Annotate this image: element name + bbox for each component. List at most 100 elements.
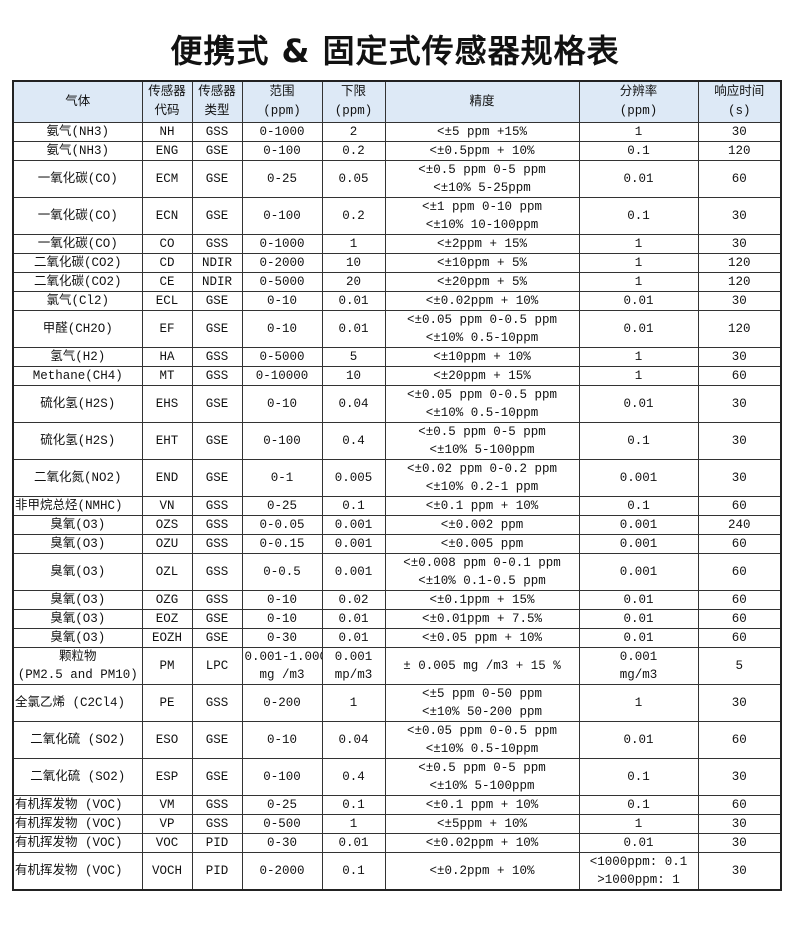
cell-gas: 硫化氢(H2S)	[12, 385, 143, 423]
cell-range: 0-5000	[241, 347, 323, 367]
cell-response-time: 60	[697, 628, 782, 648]
cell-text: 0.01	[338, 294, 369, 308]
cell-resolution: 1	[578, 366, 699, 386]
cell-lower-limit: 0.01	[321, 609, 386, 629]
cell-lower-limit: 10	[321, 253, 386, 273]
cell-text: OZS	[155, 518, 179, 532]
cell-text: PM	[159, 659, 175, 673]
column-header-range: 范围 (ppm)	[241, 80, 323, 123]
cell-text: GSE	[205, 631, 229, 645]
cell-text: GSS	[205, 369, 229, 383]
cell-text: 0.4	[342, 434, 365, 448]
cell-response-time: 60	[697, 795, 782, 815]
cell-response-time: 120	[697, 272, 782, 292]
cell-text: 0-100	[263, 144, 301, 158]
cell-text: 60	[731, 537, 747, 551]
column-header-sensor-type: 传感器 类型	[191, 80, 243, 123]
cell-text: <±0.02ppm + 10%	[425, 294, 539, 308]
cell-gas: 二氧化硫 (SO2)	[12, 758, 143, 796]
cell-text: 30	[731, 836, 747, 850]
cell-sensor-code: ESP	[141, 758, 193, 796]
cell-accuracy: <±10ppm + 10%	[384, 347, 580, 367]
cell-resolution: 1	[578, 253, 699, 273]
cell-text: 0.001	[334, 537, 373, 551]
cell-text: 0.1	[627, 499, 650, 513]
cell-resolution: 0.01	[578, 590, 699, 610]
cell-gas: 臭氧(O3)	[12, 609, 143, 629]
cell-text: 0.1	[627, 434, 650, 448]
table-row: 非甲烷总烃(NMHC) VN GSS 0-25 0.1 <±0.1 ppm + 10% 0.…	[12, 496, 782, 516]
cell-sensor-code: EHS	[141, 385, 193, 423]
cell-sensor-type: PID	[191, 852, 243, 891]
cell-text: mg/m3	[619, 668, 658, 682]
cell-resolution: 1	[578, 234, 699, 254]
cell-text: 5	[349, 350, 358, 364]
cell-text: 0-100	[263, 434, 301, 448]
cell-range: 0-25	[241, 496, 323, 516]
cell-sensor-code: CO	[141, 234, 193, 254]
cell-accuracy: <±0.002 ppm	[384, 515, 580, 535]
cell-text: 0-25	[266, 172, 297, 186]
cell-sensor-type: GSE	[191, 459, 243, 497]
cell-text: GSS	[205, 537, 229, 551]
cell-lower-limit: 0.1	[321, 496, 386, 516]
cell-text: PID	[205, 836, 229, 850]
cell-accuracy: <±10ppm + 5%	[384, 253, 580, 273]
cell-sensor-code: ECL	[141, 291, 193, 311]
cell-text: 0.001-1.000	[244, 650, 322, 664]
cell-text: <±0.005 ppm	[440, 537, 524, 551]
cell-lower-limit: 1	[321, 814, 386, 834]
cell-text: <±0.002 ppm	[440, 518, 524, 532]
cell-text: 二氧化碳(CO2)	[33, 275, 122, 289]
cell-text: 有机挥发物 (VOC)	[15, 798, 123, 812]
cell-text: 0-5000	[259, 275, 305, 289]
cell-sensor-code: VOC	[141, 833, 193, 853]
cell-text: 120	[727, 322, 751, 336]
cell-resolution: 0.01	[578, 833, 699, 853]
table-row: 一氧化碳(CO) CO GSS 0-1000 1 <±2ppm + 15% 1 30	[12, 234, 782, 254]
cell-resolution: 1	[578, 684, 699, 722]
cell-range: 0-30	[241, 628, 323, 648]
cell-text: <±10% 5-25ppm	[433, 181, 531, 195]
cell-gas: 有机挥发物 (VOC)	[12, 852, 143, 891]
cell-text: 60	[731, 369, 747, 383]
cell-text: 氯气(Cl2)	[46, 294, 109, 308]
cell-text: <±10% 0.2-1 ppm	[425, 480, 539, 494]
cell-accuracy: <±1 ppm 0-10 ppm <±10% 10-100ppm	[384, 197, 580, 235]
cell-gas: 全氯乙烯 (C2Cl4)	[12, 684, 143, 722]
cell-sensor-type: GSE	[191, 721, 243, 759]
cell-sensor-type: GSE	[191, 291, 243, 311]
cell-text: (ppm)	[263, 104, 301, 118]
cell-text: mp/m3	[334, 668, 373, 682]
cell-text: 0.01	[623, 836, 654, 850]
cell-text: GSS	[205, 350, 229, 364]
cell-text: 30	[731, 294, 747, 308]
cell-accuracy: <±0.008 ppm 0-0.1 ppm <±10% 0.1-0.5 ppm	[384, 553, 580, 591]
cell-sensor-code: EOZH	[141, 628, 193, 648]
cell-range: 0-100	[241, 197, 323, 235]
cell-sensor-type: GSE	[191, 141, 243, 161]
cell-gas: 氨气(NH3)	[12, 122, 143, 142]
cell-response-time: 60	[697, 534, 782, 554]
cell-accuracy: <±0.02ppm + 10%	[384, 291, 580, 311]
cell-text: <±0.2ppm + 10%	[429, 864, 535, 878]
cell-text: 0.1	[627, 798, 650, 812]
cell-sensor-type: GSS	[191, 366, 243, 386]
cell-text: 0-30	[266, 631, 297, 645]
cell-text: OZU	[155, 537, 179, 551]
cell-text: <±0.05 ppm + 10%	[421, 631, 543, 645]
cell-text: 0.04	[338, 733, 369, 747]
cell-resolution: 0.01	[578, 628, 699, 648]
cell-range: 0-0.05	[241, 515, 323, 535]
cell-text: 0.01	[623, 631, 654, 645]
cell-sensor-code: EHT	[141, 422, 193, 460]
cell-lower-limit: 1	[321, 684, 386, 722]
cell-gas: Methane(CH4)	[12, 366, 143, 386]
column-header-resolution: 分辨率 (ppm)	[578, 80, 699, 123]
cell-text: <±0.05 ppm 0-0.5 ppm	[406, 724, 558, 738]
column-header-lower-limit: 下限 (ppm)	[321, 80, 386, 123]
cell-sensor-code: EOZ	[141, 609, 193, 629]
cell-text: 120	[727, 275, 751, 289]
cell-gas: 二氧化碳(CO2)	[12, 272, 143, 292]
cell-text: 30	[731, 471, 747, 485]
